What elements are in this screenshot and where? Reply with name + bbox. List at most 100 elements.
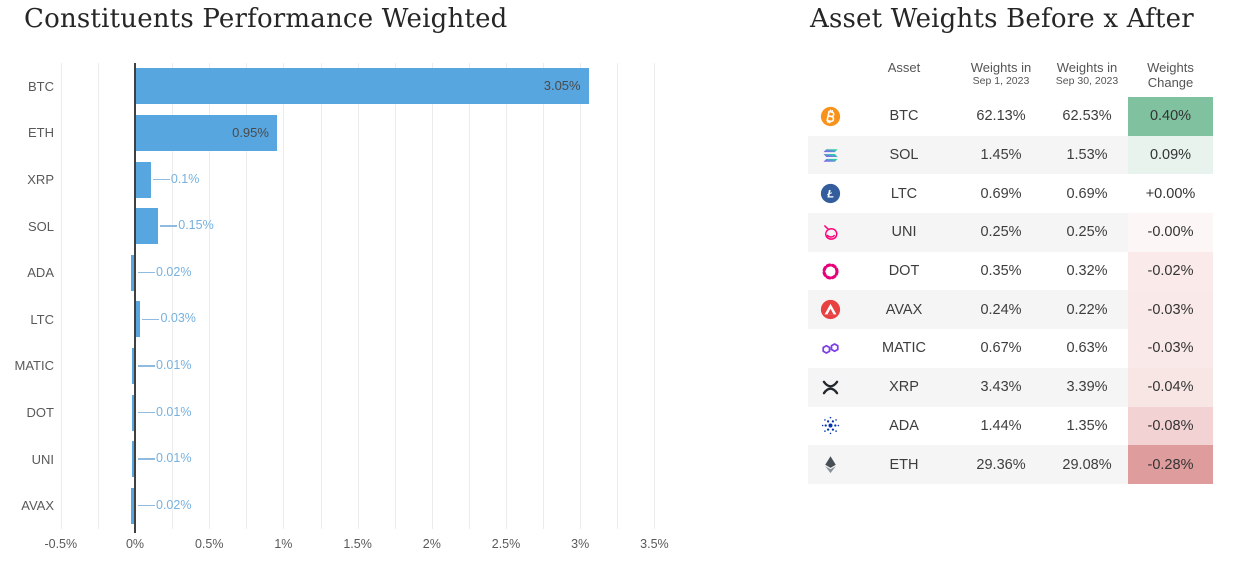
bar-dot: [132, 394, 134, 431]
label-connector-line: [142, 318, 160, 321]
x-tick-label: 1.5%: [343, 537, 372, 551]
cell-icon: [808, 290, 852, 329]
col-header-weights-sep30: Weights in Sep 30, 2023: [1055, 60, 1119, 87]
cell-asset: ETH: [889, 456, 919, 473]
y-axis-label-dot: DOT: [26, 404, 54, 420]
sol-icon: [820, 145, 841, 166]
cell-weight-sep30: 0.63%: [1066, 340, 1108, 357]
y-axis-label-xrp: XRP: [27, 171, 54, 187]
label-connector-line: [138, 271, 155, 274]
cell-weight-sep30: 3.39%: [1066, 379, 1108, 396]
cell-weight-change: -0.28%: [1128, 445, 1213, 484]
cell-weight-sep1: 29.36%: [976, 456, 1026, 473]
cell-weight-sep1: 1.45%: [980, 147, 1022, 164]
table-row-uni: UNI 0.25% 0.25% -0.00%: [808, 213, 1213, 252]
y-axis-label-uni: UNI: [31, 451, 54, 467]
ada-icon: [820, 415, 841, 436]
bar-matic: [132, 347, 134, 384]
gridline: [431, 63, 433, 529]
x-tick-label: 0%: [125, 537, 145, 551]
cell-icon: [808, 368, 852, 407]
cell-icon: [808, 252, 852, 291]
cell-weight-sep1: 0.35%: [980, 263, 1022, 280]
cell-icon: [808, 213, 852, 252]
gridline: [654, 63, 656, 529]
x-tick-label: 2.5%: [491, 537, 521, 551]
chart-title: Constituents Performance Weighted: [24, 4, 508, 34]
cell-icon: [808, 329, 852, 368]
cell-icon: [808, 97, 852, 136]
x-tick-label: 0.5%: [194, 537, 224, 551]
cell-asset: UNI: [891, 224, 917, 241]
label-connector-line: [152, 178, 170, 181]
table-header-row: Asset Weights in Sep 1, 2023 Weights in …: [808, 57, 1213, 97]
y-axis-label-avax: AVAX: [21, 498, 54, 514]
cell-weight-sep1: 1.44%: [980, 417, 1022, 434]
bar-ada: [131, 254, 134, 291]
cell-icon: [808, 445, 852, 484]
label-connector-line: [160, 225, 178, 227]
label-connector-line: [138, 458, 155, 460]
gridline: [209, 63, 211, 529]
cell-weight-change: -0.03%: [1128, 290, 1213, 330]
bar-value-label: 0.15%: [178, 218, 214, 233]
cell-icon: [808, 407, 852, 446]
table-row-matic: MATIC 0.67% 0.63% -0.03%: [808, 329, 1213, 368]
avax-icon: [820, 299, 841, 320]
label-connector-line: [138, 365, 155, 367]
gridline: [172, 63, 174, 529]
gridline: [394, 63, 396, 529]
cell-weight-change: -0.03%: [1128, 329, 1213, 368]
ltc-icon: Ł: [820, 183, 841, 204]
x-tick-label: 3%: [571, 537, 590, 551]
bar-xrp: [136, 161, 151, 198]
cell-weight-sep1: 0.24%: [980, 301, 1022, 318]
cell-weight-sep30: 0.69%: [1066, 185, 1108, 202]
y-axis-label-matic: MATIC: [14, 358, 54, 374]
cell-weight-sep30: 1.35%: [1066, 417, 1108, 434]
cell-weight-change: 0.09%: [1128, 135, 1213, 175]
col-header-weights-change: Weights Change: [1147, 60, 1194, 90]
cell-asset: XRP: [889, 379, 919, 396]
y-axis-label-btc: BTC: [28, 78, 54, 94]
x-tick-label: 3.5%: [640, 537, 669, 551]
table-row-btc: BTC 62.13% 62.53% 0.40%: [808, 97, 1213, 136]
cell-weight-change: -0.08%: [1128, 406, 1213, 446]
gridline: [617, 63, 619, 529]
cell-icon: [808, 136, 852, 175]
dot-icon: [820, 261, 841, 282]
cell-weight-sep30: 0.25%: [1066, 224, 1108, 241]
cell-weight-sep1: 62.13%: [976, 108, 1026, 125]
cell-weight-change: +0.00%: [1128, 174, 1213, 214]
svg-text:Ł: Ł: [826, 189, 834, 201]
cell-weight-sep30: 62.53%: [1062, 108, 1112, 125]
matic-icon: [820, 338, 841, 359]
label-connector-line: [138, 504, 155, 507]
cell-asset: AVAX: [885, 301, 923, 318]
bar-ltc: [136, 301, 141, 338]
bar-value-label: 0.1%: [170, 171, 200, 186]
x-tick-label: -0.5%: [44, 537, 78, 551]
btc-icon: [820, 106, 841, 127]
gridline: [506, 63, 507, 529]
col-header-icon: [808, 57, 852, 97]
table-row-xrp: XRP 3.43% 3.39% -0.04%: [808, 367, 1213, 407]
cell-weight-sep1: 0.25%: [980, 224, 1022, 241]
gridline: [357, 63, 359, 529]
weights-table: Asset Weights in Sep 1, 2023 Weights in …: [808, 57, 1213, 484]
performance-chart: -0.5% 0% 0.5% 1% 1.5% 2% 2.5% 3% 3.5% BTC 3.05% ETH…: [14, 63, 669, 551]
x-tick-label: 2%: [422, 537, 441, 551]
label-connector-line: [138, 411, 155, 414]
cell-weight-sep1: 0.67%: [980, 340, 1022, 357]
cell-weight-sep30: 0.22%: [1066, 301, 1108, 318]
col-header-weights-sep1: Weights in Sep 1, 2023: [970, 60, 1032, 87]
bar-value-label: 0.01%: [156, 451, 192, 466]
cell-weight-sep30: 1.53%: [1066, 147, 1108, 164]
table-row-ada: ADA 1.44% 1.35% -0.08%: [808, 406, 1213, 446]
uni-icon: [820, 222, 841, 243]
cell-icon: Ł: [808, 174, 852, 213]
cell-asset: ADA: [889, 417, 919, 434]
cell-weight-change: -0.02%: [1128, 251, 1213, 291]
bar-eth: [136, 114, 277, 151]
